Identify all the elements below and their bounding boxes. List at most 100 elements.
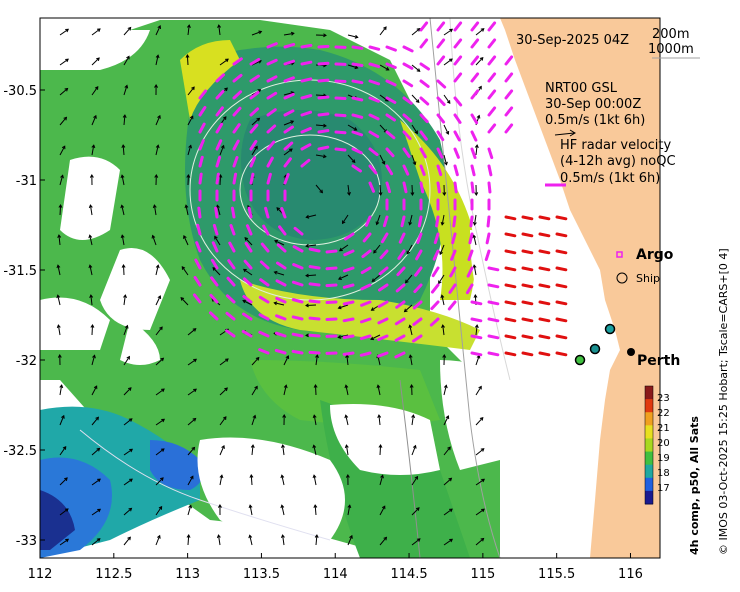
radar-arrow xyxy=(198,89,208,100)
radar-arrow xyxy=(538,215,551,221)
wind-arrow xyxy=(345,385,349,396)
radar-arrow xyxy=(266,140,276,151)
wind-arrow xyxy=(155,265,159,276)
wind-arrow xyxy=(376,214,381,225)
radar-arrow xyxy=(198,105,207,117)
radar-arrow xyxy=(504,317,517,323)
radar-arrow xyxy=(450,249,457,261)
radar-arrow xyxy=(453,96,463,107)
radar-arrow xyxy=(196,223,202,236)
radar-arrow xyxy=(378,283,389,292)
radar-arrow xyxy=(436,147,444,159)
radar-arrow xyxy=(266,75,278,83)
radar-arrow xyxy=(334,130,347,135)
y-tick-label: -32 xyxy=(16,354,37,369)
wind-arrow xyxy=(475,57,484,66)
radar-arrow xyxy=(470,21,480,32)
radar-arrow xyxy=(249,74,260,83)
radar-arrow xyxy=(300,143,312,151)
radar-arrow xyxy=(266,156,274,168)
radar-arrow xyxy=(414,266,423,277)
wind-arrow xyxy=(345,415,349,426)
radar-arrow xyxy=(436,38,446,49)
wind-arrow xyxy=(214,236,221,246)
wind-arrow xyxy=(475,508,485,516)
wind-arrow xyxy=(283,91,294,96)
colorbar: 23 22 21 20 19 18 17 xyxy=(644,385,670,505)
wind-arrow xyxy=(219,475,223,486)
radar-arrow xyxy=(504,283,517,289)
radar-arrow xyxy=(487,164,493,177)
radar-arrow xyxy=(385,45,397,52)
wind-arrow xyxy=(315,154,326,158)
radar-arrow xyxy=(283,125,295,134)
colorbar-tick-label: 21 xyxy=(657,423,670,434)
wind-arrow xyxy=(443,415,449,426)
wind-arrow xyxy=(187,476,194,486)
radar-arrow xyxy=(334,96,347,101)
radar-arrow xyxy=(402,147,411,158)
radar-arrow xyxy=(242,312,253,321)
wind-arrow xyxy=(90,295,93,306)
wind-arrow xyxy=(219,58,229,66)
radar-arrow xyxy=(361,249,372,259)
radar-arrow xyxy=(378,266,389,276)
radar-arrow xyxy=(435,215,440,228)
radar-arrow xyxy=(362,232,372,243)
ship-marker xyxy=(616,272,628,284)
radar-arrow xyxy=(385,79,397,87)
radar-arrow xyxy=(198,139,205,151)
radar-arrow xyxy=(453,72,463,83)
radar-arrow xyxy=(538,232,551,238)
wind-arrow xyxy=(409,325,413,336)
radar-arrow xyxy=(430,283,440,294)
colorbar-segment xyxy=(645,451,653,466)
radar-arrow xyxy=(396,266,406,277)
radar-arrow xyxy=(470,55,480,66)
wind-arrow xyxy=(218,535,221,546)
radar-arrow xyxy=(215,89,225,100)
radar-arrow xyxy=(504,89,514,100)
radar-arrow xyxy=(260,242,270,253)
wind-arrow xyxy=(91,324,94,336)
radar-arrow xyxy=(487,89,497,100)
radar-arrow xyxy=(351,147,363,155)
radar-arrow xyxy=(504,266,517,272)
radar-arrow xyxy=(308,333,321,338)
wind-arrow xyxy=(373,244,381,254)
radar-arrow xyxy=(215,73,226,83)
radar-arrow xyxy=(487,55,497,66)
radar-arrow xyxy=(433,232,440,245)
wind-legend-time: 30-Sep 00:00Z xyxy=(545,97,641,112)
colorbar-tick-label: 19 xyxy=(657,453,670,464)
radar-arrow xyxy=(419,21,429,32)
radar-arrow xyxy=(436,79,447,89)
radar-arrow xyxy=(470,89,480,100)
radar-arrow xyxy=(368,113,380,121)
radar-arrow xyxy=(275,261,287,270)
radar-arrow xyxy=(419,113,429,124)
radar-arrow xyxy=(487,266,500,272)
wind-arrow xyxy=(123,114,126,126)
radar-arrow xyxy=(487,21,497,32)
radar-arrow xyxy=(555,249,568,255)
radar-arrow xyxy=(229,224,236,236)
radar-arrow xyxy=(232,156,239,168)
radar-arrow xyxy=(394,334,406,342)
radar-arrow xyxy=(283,173,290,185)
wind-arrow xyxy=(338,334,349,339)
radar-arrow xyxy=(300,77,313,83)
x-tick-label: 115.5 xyxy=(538,567,575,582)
wind-arrow xyxy=(123,325,128,336)
radar-arrow xyxy=(504,215,517,221)
radar-arrow xyxy=(504,55,514,66)
x-tick-label: 114.5 xyxy=(390,567,427,582)
wind-arrow xyxy=(187,447,195,456)
radar-arrow xyxy=(232,57,243,66)
wind-arrow xyxy=(153,205,157,216)
wind-arrow xyxy=(251,117,260,126)
wind-arrow xyxy=(89,235,93,246)
radar-arrow xyxy=(351,62,364,68)
radar-arrow xyxy=(400,215,406,228)
wind-arrow xyxy=(339,244,349,252)
